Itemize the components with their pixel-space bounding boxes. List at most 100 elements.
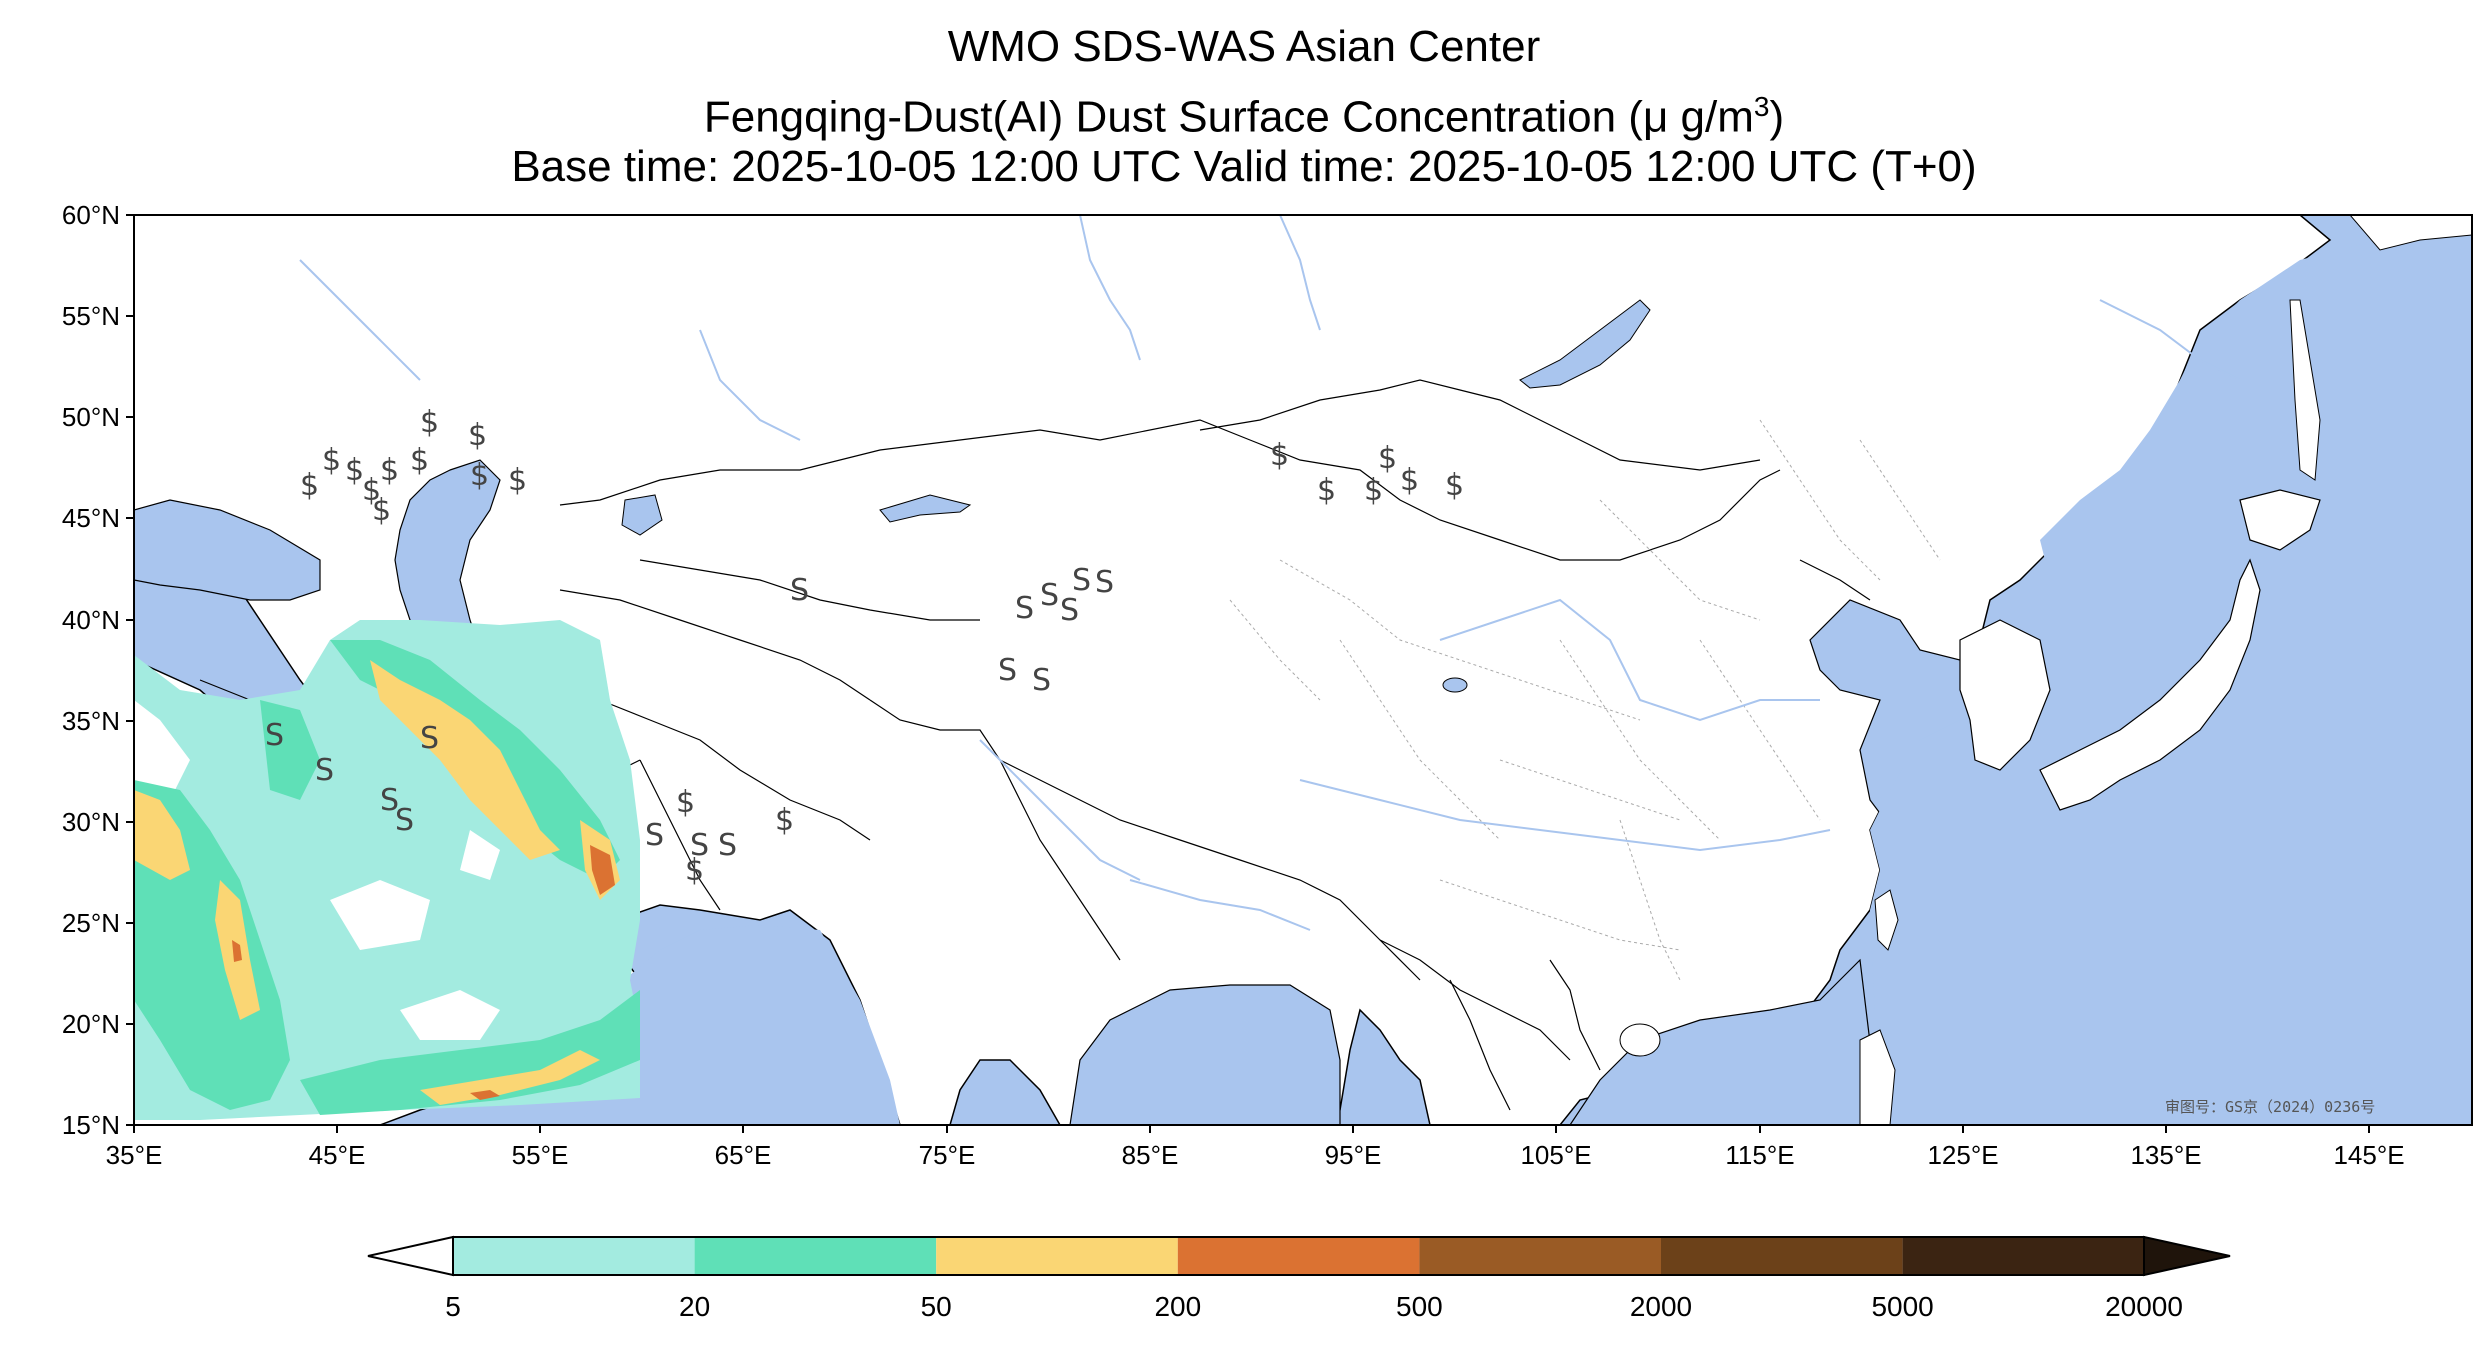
country-borders <box>199 379 1871 1111</box>
station-symbol: $ <box>1364 473 1383 508</box>
haze-symbol: S <box>265 718 284 753</box>
station-symbol: $ <box>372 493 391 528</box>
station-symbol: $ <box>508 463 527 498</box>
mu-symbol: μ <box>1642 92 1669 142</box>
lake-qinghai <box>1442 677 1468 693</box>
lon-tick-label: 145°E <box>2333 1140 2404 1170</box>
lat-axis: 60°N 55°N 50°N 45°N 40°N 35°N 30°N 25°N … <box>62 200 134 1140</box>
station-symbol: $ <box>470 458 489 493</box>
lat-tick-label: 30°N <box>62 807 120 837</box>
lon-tick-label: 115°E <box>1725 1140 1794 1170</box>
colorbar-over-arrow <box>2143 1235 2231 1277</box>
haze-symbol: S <box>998 653 1017 688</box>
title-line-2-text: Fengqing-Dust(AI) Dust Surface Concentra… <box>703 92 1643 142</box>
lon-tick-label: 85°E <box>1122 1140 1179 1170</box>
station-symbol: $ <box>410 443 429 478</box>
colorbar-label: 20000 <box>2105 1291 2183 1322</box>
lat-tick-label: 40°N <box>62 605 120 635</box>
colorbar-label: 200 <box>1154 1291 1201 1322</box>
land-philippines <box>1859 1029 1896 1125</box>
haze-symbol: S <box>1095 565 1114 600</box>
colorbar-label: 20 <box>679 1291 710 1322</box>
colorbar-label: 500 <box>1396 1291 1443 1322</box>
colorbar-under-arrow <box>367 1235 454 1277</box>
station-symbol: $ <box>775 803 794 838</box>
title-line-2: Fengqing-Dust(AI) Dust Surface Concentra… <box>0 80 2488 145</box>
lon-tick-label: 35°E <box>106 1140 163 1170</box>
haze-symbol: S <box>690 828 709 863</box>
station-symbol: $ <box>676 785 695 820</box>
unit-text: g/m <box>1668 92 1754 142</box>
land-kamchatka <box>2349 215 2472 251</box>
map-frame <box>133 214 2473 1126</box>
haze-symbol: S <box>1032 663 1051 698</box>
lat-tick-label: 45°N <box>62 503 120 533</box>
map-approval-stamp: 审图号：GS京（2024）0236号 <box>2165 1098 2375 1116</box>
land-hokkaido <box>2239 489 2321 551</box>
title-line-2-close: ) <box>1769 92 1785 142</box>
station-symbol: $ <box>1378 441 1397 476</box>
map-area: $ $ $ $ $ $ $ $ $ $ $ $ $ $ $ $ $ $ $ $ … <box>134 215 2472 1125</box>
haze-symbol: S <box>420 721 439 756</box>
land-japan <box>2039 558 2261 811</box>
title-line-3: Base time: 2025-10-05 12:00 UTC Valid ti… <box>511 142 1977 191</box>
colorbar-frame <box>452 1236 2145 1276</box>
colorbar-segment <box>1177 1237 1420 1275</box>
lake-balkhash <box>879 494 972 523</box>
colorbar-segment <box>1419 1237 1661 1275</box>
black-sea <box>134 499 321 601</box>
station-symbol: $ <box>300 468 319 503</box>
unit-exponent: 3 <box>1753 91 1770 122</box>
land-hainan <box>1619 1023 1661 1057</box>
land-korea <box>1959 619 2051 771</box>
dust-level-50 <box>370 660 560 860</box>
haze-symbol: S <box>395 803 414 838</box>
lon-tick-label: 75°E <box>919 1140 976 1170</box>
lon-tick-label: 125°E <box>1927 1140 1998 1170</box>
haze-symbol: S <box>315 753 334 788</box>
colorbar-label: 2000 <box>1630 1291 1692 1322</box>
haze-symbol: S <box>790 573 809 608</box>
station-symbol: $ <box>322 443 341 478</box>
rivers <box>299 215 2241 931</box>
station-symbol: $ <box>468 418 487 453</box>
haze-symbol: S <box>645 818 664 853</box>
haze-symbol: S <box>1015 591 1034 626</box>
haze-symbol: S <box>1072 563 1091 598</box>
dust-level-200 <box>590 845 615 895</box>
lat-tick-label: 25°N <box>62 908 120 938</box>
station-symbol: $ <box>345 453 364 488</box>
lake-baikal <box>1519 299 1651 389</box>
lon-tick-label: 55°E <box>512 1140 569 1170</box>
colorbar-segment <box>453 1237 695 1275</box>
haze-symbol: S <box>1040 578 1059 613</box>
land-taiwan <box>1874 889 1899 951</box>
colorbar-segment <box>936 1237 1178 1275</box>
lon-tick-label: 95°E <box>1325 1140 1382 1170</box>
colorbar: 5 20 50 200 500 2000 5000 20000 <box>367 1235 2231 1322</box>
lon-tick-label: 135°E <box>2130 1140 2201 1170</box>
lon-tick-label: 45°E <box>309 1140 366 1170</box>
bay-of-bengal <box>1069 984 1341 1125</box>
dust-field <box>134 620 640 1120</box>
station-markers: $ $ $ $ $ $ $ $ $ $ $ $ $ $ $ $ $ $ $ $ … <box>265 405 1464 888</box>
colorbar-segment <box>1661 1237 1903 1275</box>
colorbar-segment <box>1902 1237 2145 1275</box>
aral-sea <box>621 494 663 536</box>
lat-tick-label: 20°N <box>62 1009 120 1039</box>
province-borders <box>1229 419 1941 981</box>
lon-tick-label: 105°E <box>1520 1140 1591 1170</box>
lon-axis: 35°E 45°E 55°E 65°E 75°E 85°E 95°E 105°E… <box>106 1125 2405 1170</box>
haze-symbol: S <box>718 828 737 863</box>
colorbar-segment <box>694 1237 937 1275</box>
sea-of-japan <box>1870 215 2472 1125</box>
colorbar-label: 5 <box>445 1291 461 1322</box>
station-symbol: $ <box>420 405 439 440</box>
lat-tick-label: 55°N <box>62 301 120 331</box>
title-line-1: WMO SDS-WAS Asian Center <box>947 22 1541 71</box>
lon-tick-label: 65°E <box>715 1140 772 1170</box>
station-symbol: $ <box>685 853 704 888</box>
arabian-sea <box>580 925 900 1125</box>
lat-tick-label: 50°N <box>62 402 120 432</box>
